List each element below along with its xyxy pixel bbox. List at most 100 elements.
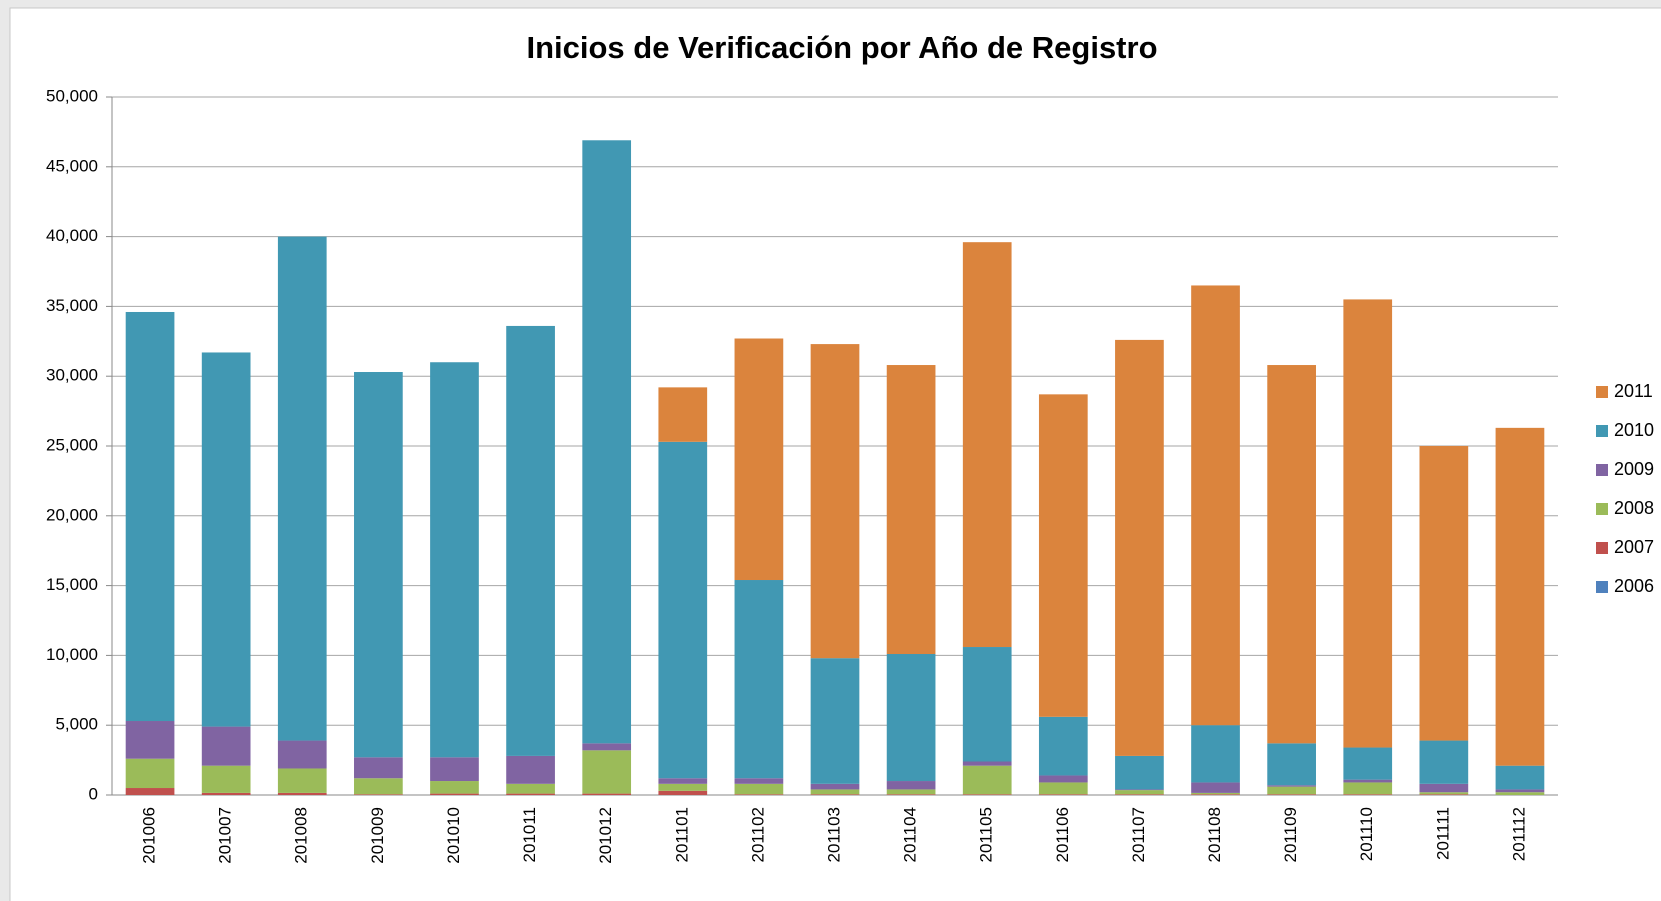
bar-segment xyxy=(1038,716,1088,776)
bar-segment xyxy=(1038,782,1088,795)
bar-segment xyxy=(125,758,175,789)
bar-segment xyxy=(1115,790,1164,795)
bar-segment xyxy=(430,793,479,795)
bar-segment xyxy=(658,387,708,442)
legend-label: 2009 xyxy=(1614,459,1654,479)
bar-segment xyxy=(886,789,936,795)
bar-segment xyxy=(1495,792,1545,795)
bar-segment xyxy=(125,311,175,722)
bar-segment xyxy=(962,765,1012,795)
bar-segment xyxy=(658,441,708,779)
y-tick-label: 45,000 xyxy=(46,156,98,175)
bar-segment xyxy=(582,140,632,744)
bar-segment xyxy=(734,794,784,795)
bar-segment xyxy=(125,721,175,759)
bar-segment xyxy=(1419,740,1469,784)
legend-label: 2007 xyxy=(1614,537,1654,557)
bar-segment xyxy=(658,783,708,791)
x-tick-label: 201105 xyxy=(977,807,996,862)
bar-segment xyxy=(1267,743,1316,786)
y-tick-label: 40,000 xyxy=(46,226,98,245)
legend-swatch xyxy=(1596,503,1608,515)
y-tick-label: 5,000 xyxy=(55,715,98,734)
bar-segment xyxy=(1038,775,1088,783)
bar-segment xyxy=(962,761,1012,766)
legend-swatch xyxy=(1596,464,1608,476)
bar-segment xyxy=(277,768,327,793)
bar-segment xyxy=(430,757,479,782)
bar-segment xyxy=(506,783,555,794)
x-tick-label: 201108 xyxy=(1205,807,1224,862)
legend-label: 2008 xyxy=(1614,498,1654,518)
bar-segment xyxy=(506,793,555,795)
bar-segment xyxy=(1419,446,1469,741)
bar-segment xyxy=(277,792,327,795)
bar-segment xyxy=(1343,779,1393,783)
bar-segment xyxy=(1419,794,1469,795)
y-tick-label: 15,000 xyxy=(46,575,98,594)
bar-segment xyxy=(277,740,327,769)
bar-segment xyxy=(810,344,860,659)
bar-segment xyxy=(1115,339,1164,756)
legend-swatch xyxy=(1596,542,1608,554)
legend-label: 2011 xyxy=(1614,381,1653,401)
bar-segment xyxy=(1343,782,1393,795)
bar-segment xyxy=(354,778,403,795)
bar-segment xyxy=(1115,794,1164,795)
bar-segment xyxy=(1038,794,1088,795)
x-tick-label: 201109 xyxy=(1281,807,1300,862)
bar-segment xyxy=(354,794,403,795)
bar-segment xyxy=(277,236,327,741)
bar-segment xyxy=(810,658,860,784)
x-tick-label: 201009 xyxy=(368,807,387,864)
y-tick-label: 50,000 xyxy=(46,86,98,105)
x-tick-label: 201104 xyxy=(901,807,920,862)
bar-segment xyxy=(1115,789,1164,791)
bar-segment xyxy=(886,654,936,782)
x-tick-label: 201008 xyxy=(292,807,311,864)
bar-segment xyxy=(1343,794,1393,795)
bar-segment xyxy=(734,338,784,581)
bar-segment xyxy=(1267,794,1316,795)
bar-segment xyxy=(1495,427,1545,766)
legend-swatch xyxy=(1596,386,1608,398)
x-tick-label: 201103 xyxy=(824,807,843,862)
bar-segment xyxy=(1343,299,1393,748)
bar-segment xyxy=(582,750,632,794)
bar-segment xyxy=(734,778,784,784)
x-tick-label: 201007 xyxy=(216,807,235,864)
x-tick-label: 201111 xyxy=(1433,807,1452,860)
bar-segment xyxy=(201,352,251,727)
bar-segment xyxy=(354,372,403,758)
bar-segment xyxy=(1267,785,1316,787)
bar-segment xyxy=(506,755,555,784)
bar-segment xyxy=(1267,365,1316,744)
bar-segment xyxy=(201,765,251,793)
bar-segment xyxy=(810,783,860,790)
bar-segment xyxy=(810,789,860,795)
bar-segment xyxy=(734,783,784,795)
bar-segment xyxy=(1343,747,1393,780)
legend-label: 2010 xyxy=(1614,420,1654,440)
bar-segment xyxy=(430,362,479,758)
bar-segment xyxy=(1267,786,1316,795)
bar-segment xyxy=(734,580,784,779)
bar-segment xyxy=(962,647,1012,762)
bar-segment xyxy=(582,743,632,751)
bar-segment xyxy=(886,365,936,655)
y-tick-label: 0 xyxy=(89,784,98,803)
x-tick-label: 201006 xyxy=(140,807,159,864)
bar-segment xyxy=(354,757,403,779)
bar-segment xyxy=(1191,794,1240,795)
bar-segment xyxy=(582,793,632,795)
x-tick-label: 201110 xyxy=(1357,807,1376,861)
y-tick-label: 25,000 xyxy=(46,435,98,454)
bar-segment xyxy=(1495,765,1545,790)
bar-segment xyxy=(810,794,860,795)
bar-segment xyxy=(962,242,1012,648)
bar-segment xyxy=(201,726,251,766)
x-tick-label: 201107 xyxy=(1129,807,1148,862)
bar-segment xyxy=(962,794,1012,795)
